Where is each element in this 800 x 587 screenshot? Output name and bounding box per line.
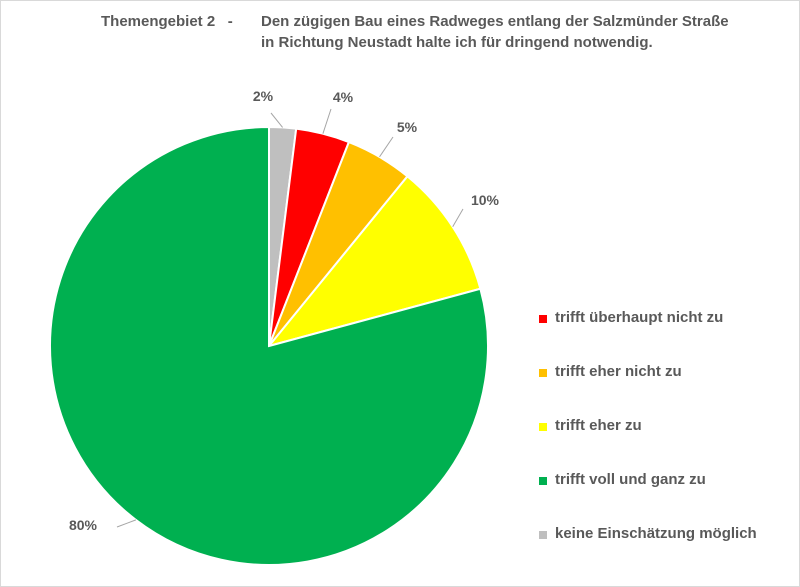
data-label: 4% [333,89,354,105]
label-leader-line [116,519,137,528]
legend-swatch [539,315,547,323]
legend-label: trifft eher nicht zu [555,363,682,380]
legend-swatch [539,369,547,377]
pie-slice [49,125,489,566]
legend-swatch [539,531,547,539]
legend-label: trifft eher zu [555,417,642,434]
legend-label: trifft voll und ganz zu [555,471,706,488]
data-label: 10% [471,192,500,208]
data-label: 80% [69,517,98,533]
label-leader-line [322,108,332,134]
pie-slice [266,174,482,348]
data-label: 2% [253,88,274,104]
legend-label: trifft überhaupt nicht zu [555,309,724,326]
data-label: 5% [397,119,418,135]
label-leader-line [452,208,464,228]
legend-swatch [539,423,547,431]
chart-title-text: Den zügigen Bau eines Radweges entlang d… [261,13,729,51]
chart-title-prefix: Themengebiet 2 - [101,13,233,30]
legend-swatch [539,477,547,485]
legend-label: keine Einschätzung möglich [555,525,757,542]
label-leader-line [270,112,283,128]
label-leader-line [379,136,394,158]
